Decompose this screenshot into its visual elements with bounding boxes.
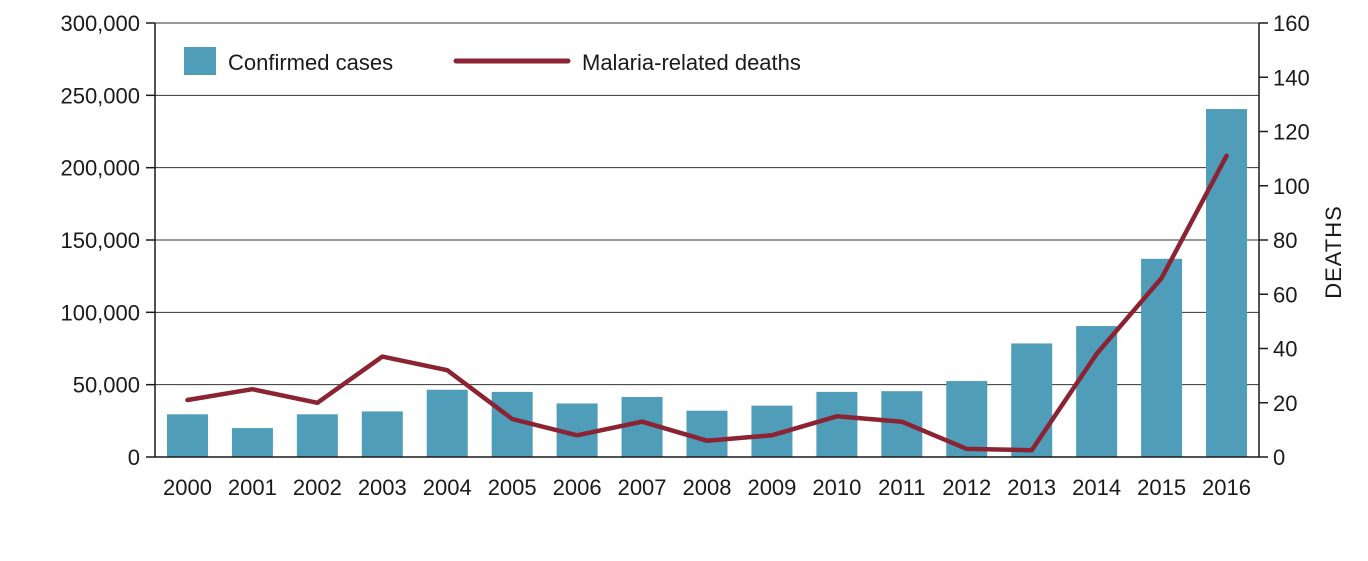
left-tick-label: 100,000 [60, 300, 140, 325]
right-tick-label: 120 [1273, 120, 1310, 145]
legend-swatch-bar [184, 47, 216, 75]
x-tick-label: 2011 [878, 475, 925, 500]
bar-2013 [1011, 343, 1052, 457]
x-tick-label: 2005 [488, 475, 537, 500]
right-tick-label: 20 [1273, 391, 1297, 416]
bar-2003 [362, 411, 403, 457]
left-tick-label: 150,000 [60, 228, 140, 253]
bar-2001 [232, 428, 273, 457]
x-tick-label: 2015 [1137, 475, 1186, 500]
bar-2004 [427, 390, 468, 457]
left-tick-label: 300,000 [60, 11, 140, 36]
legend-label-line: Malaria-related deaths [582, 50, 801, 75]
x-tick-label: 2009 [747, 475, 796, 500]
left-tick-label: 250,000 [60, 83, 140, 108]
right-tick-label: 60 [1273, 282, 1297, 307]
x-tick-label: 2002 [293, 475, 342, 500]
x-tick-label: 2012 [942, 475, 991, 500]
right-axis-title: DEATHS [1321, 205, 1346, 299]
x-tick-label: 2000 [163, 475, 212, 500]
right-tick-label: 160 [1273, 11, 1310, 36]
deaths-line [188, 156, 1227, 450]
left-tick-label: 0 [128, 445, 140, 470]
x-tick-label: 2016 [1202, 475, 1251, 500]
bar-2002 [297, 414, 338, 457]
bar-2008 [687, 411, 728, 457]
right-tick-label: 100 [1273, 174, 1310, 199]
legend: Confirmed cases Malaria-related deaths [184, 47, 801, 75]
line-series [187, 156, 1226, 451]
axes: 0 50,000 100,000 150,000 200,000 250,000 300,0… [60, 11, 1309, 500]
x-tick-label: 2010 [812, 475, 861, 500]
bar-2014 [1076, 326, 1117, 457]
x-tick-label: 2014 [1072, 475, 1121, 500]
bars-series [167, 109, 1247, 457]
x-tick-label: 2013 [1007, 475, 1056, 500]
bar-2016 [1206, 109, 1247, 457]
legend-label-bar: Confirmed cases [228, 50, 393, 75]
x-tick-label: 2006 [553, 475, 602, 500]
x-tick-label: 2004 [423, 475, 472, 500]
right-tick-label: 40 [1273, 337, 1297, 362]
x-tick-label: 2007 [618, 475, 667, 500]
left-tick-label: 50,000 [73, 373, 140, 398]
right-tick-label: 80 [1273, 228, 1297, 253]
bar-2000 [167, 414, 208, 457]
bar-2012 [946, 381, 987, 457]
x-tick-label: 2008 [683, 475, 732, 500]
bar-2010 [816, 392, 857, 457]
left-tick-label: 200,000 [60, 156, 140, 181]
bar-2015 [1141, 259, 1182, 457]
x-tick-label: 2001 [228, 475, 277, 500]
right-tick-label: 0 [1273, 445, 1285, 470]
x-tick-label: 2003 [358, 475, 407, 500]
right-tick-label: 140 [1273, 65, 1310, 90]
